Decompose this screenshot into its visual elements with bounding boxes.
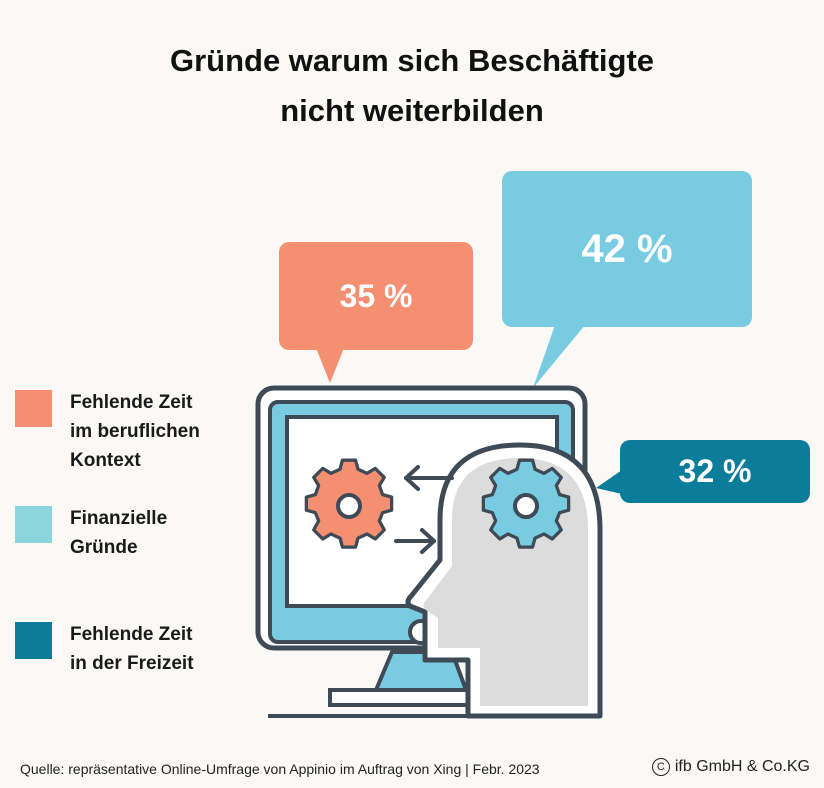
legend-item-freizeit: Fehlende Zeit in der Freizeit xyxy=(15,620,194,678)
legend-item-beruflich: Fehlende Zeit im beruflichen Kontext xyxy=(15,388,200,475)
bubble-tail-light xyxy=(533,325,585,388)
arrow-left-icon xyxy=(404,465,454,491)
title-line-2: nicht weiterbilden xyxy=(280,93,544,128)
legend-label: Finanzielle xyxy=(70,508,168,529)
title-line-1: Gründe warum sich Beschäftigte xyxy=(169,43,655,78)
arrow-right-icon xyxy=(394,528,436,554)
value-bubble-finanziell: 42 % xyxy=(502,171,752,327)
source-note: Quelle: repräsentative Online-Umfrage vo… xyxy=(20,761,540,777)
legend-label: in der Freizeit xyxy=(70,653,194,674)
copyright-note: C ifb GmbH & Co.KG xyxy=(651,758,810,776)
legend-label: im beruflichen xyxy=(70,421,200,442)
legend-swatch xyxy=(15,390,52,427)
gear-icon xyxy=(481,458,571,549)
copyright-text: ifb GmbH & Co.KG xyxy=(674,758,810,775)
bubble-tail-salmon xyxy=(316,348,344,383)
legend-label: Kontext xyxy=(70,450,141,471)
legend-swatch xyxy=(15,506,52,543)
legend-item-finanziell: Finanzielle Gründe xyxy=(15,504,167,562)
legend-label: Fehlende Zeit xyxy=(70,624,193,645)
value-bubble-freizeit: 32 % xyxy=(620,440,810,503)
bubble-tail-dark xyxy=(596,470,622,494)
legend-label: Fehlende Zeit xyxy=(70,392,193,413)
legend-label: Gründe xyxy=(70,537,138,558)
value-bubble-beruflich: 35 % xyxy=(279,242,473,350)
copyright-icon: C xyxy=(651,758,670,776)
legend-swatch xyxy=(15,622,52,659)
page-title: Gründe warum sich Beschäftigte nicht wei… xyxy=(0,36,824,136)
gear-icon xyxy=(304,458,394,549)
